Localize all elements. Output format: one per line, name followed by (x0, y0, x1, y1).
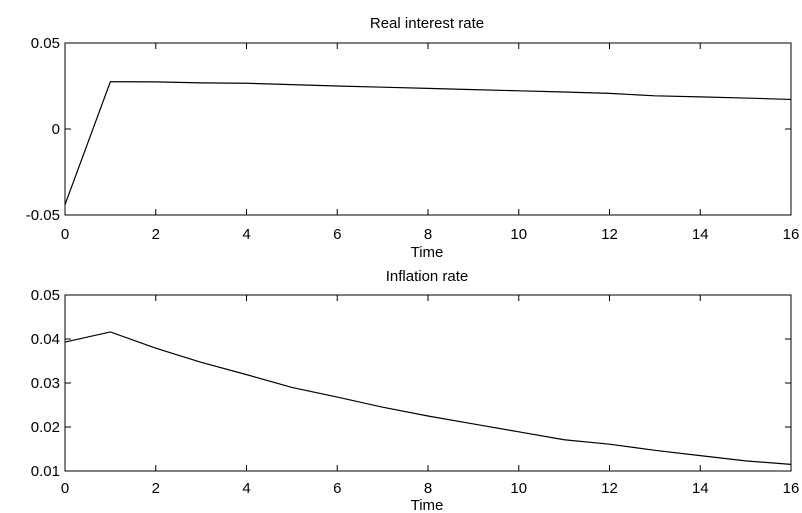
y-tick-label: 0.05 (31, 287, 60, 304)
data-point (291, 84, 292, 85)
data-point (473, 423, 474, 424)
data-point (246, 374, 247, 375)
y-axis: -0.05 0 0.05 (26, 35, 791, 224)
x-tick-label: 2 (152, 226, 160, 243)
x-tick-label: 4 (242, 226, 250, 243)
data-point (155, 81, 156, 82)
data-point (337, 396, 338, 397)
data-point (155, 348, 156, 349)
data-point (337, 85, 338, 86)
data-point (518, 431, 519, 432)
x-tick-label: 16 (783, 480, 800, 497)
data-point (564, 91, 565, 92)
plot-frame (64, 42, 792, 216)
chart-real-interest-rate: Real interest rate 0 2 4 6 8 10 12 14 16 -0.0500… (26, 15, 800, 261)
data-point (700, 455, 701, 456)
data-point (201, 362, 202, 363)
x-tick-label: 10 (510, 480, 527, 497)
chart-title: Inflation rate (386, 268, 469, 285)
data-point (700, 96, 701, 97)
x-tick-label: 0 (61, 480, 69, 497)
x-tick-label: 16 (783, 226, 800, 243)
plot-frame (64, 294, 792, 472)
x-tick-label: 14 (692, 226, 709, 243)
y-tick-label: 0.04 (31, 331, 60, 348)
data-point (246, 83, 247, 84)
data-point (654, 95, 655, 96)
x-tick-label: 8 (424, 226, 432, 243)
data-point (64, 341, 65, 342)
x-tick-label: 8 (424, 480, 432, 497)
y-axis: 0.01 0.02 0.03 0.04 0.05 (31, 287, 791, 480)
x-axis-label: Time (411, 497, 444, 513)
x-tick-label: 12 (601, 226, 618, 243)
series-line-inflation-rate (64, 331, 792, 465)
y-tick-label: 0.03 (31, 375, 60, 392)
x-tick-label: 10 (510, 226, 527, 243)
data-point (790, 99, 791, 100)
x-tick-label: 2 (152, 480, 160, 497)
x-axis: 0 2 4 6 8 10 12 14 16 (61, 43, 800, 243)
data-point (518, 90, 519, 91)
chart-title: Real interest rate (370, 15, 484, 32)
data-point (609, 93, 610, 94)
x-axis-label: Time (411, 244, 444, 261)
y-tick-label: 0.01 (31, 463, 60, 480)
data-point (201, 82, 202, 83)
data-point (427, 88, 428, 89)
data-point (382, 87, 383, 88)
data-point (382, 407, 383, 408)
data-point (790, 464, 791, 465)
data-point (110, 81, 111, 82)
data-point (291, 387, 292, 388)
x-tick-label: 0 (61, 226, 69, 243)
data-point (427, 415, 428, 416)
data-point (64, 204, 65, 205)
y-tick-label: 0 (52, 121, 60, 138)
x-tick-label: 14 (692, 480, 709, 497)
data-point (473, 89, 474, 90)
data-point (110, 331, 111, 332)
x-tick-label: 6 (333, 226, 341, 243)
y-tick-label: -0.05 (26, 207, 60, 224)
x-tick-label: 12 (601, 480, 618, 497)
data-point (609, 444, 610, 445)
data-point (745, 460, 746, 461)
y-tick-label: 0.02 (31, 419, 60, 436)
y-tick-label: 0.05 (31, 35, 60, 52)
series-line-real-interest-rate (64, 81, 792, 205)
x-tick-label: 6 (333, 480, 341, 497)
data-point (745, 97, 746, 98)
chart-inflation-rate: Inflation rate 0 2 4 6 8 10 12 14 16 0.010.020.0… (31, 268, 800, 513)
x-axis: 0 2 4 6 8 10 12 14 16 (61, 295, 800, 497)
x-tick-label: 4 (242, 480, 250, 497)
data-point (654, 450, 655, 451)
data-point (564, 439, 565, 440)
